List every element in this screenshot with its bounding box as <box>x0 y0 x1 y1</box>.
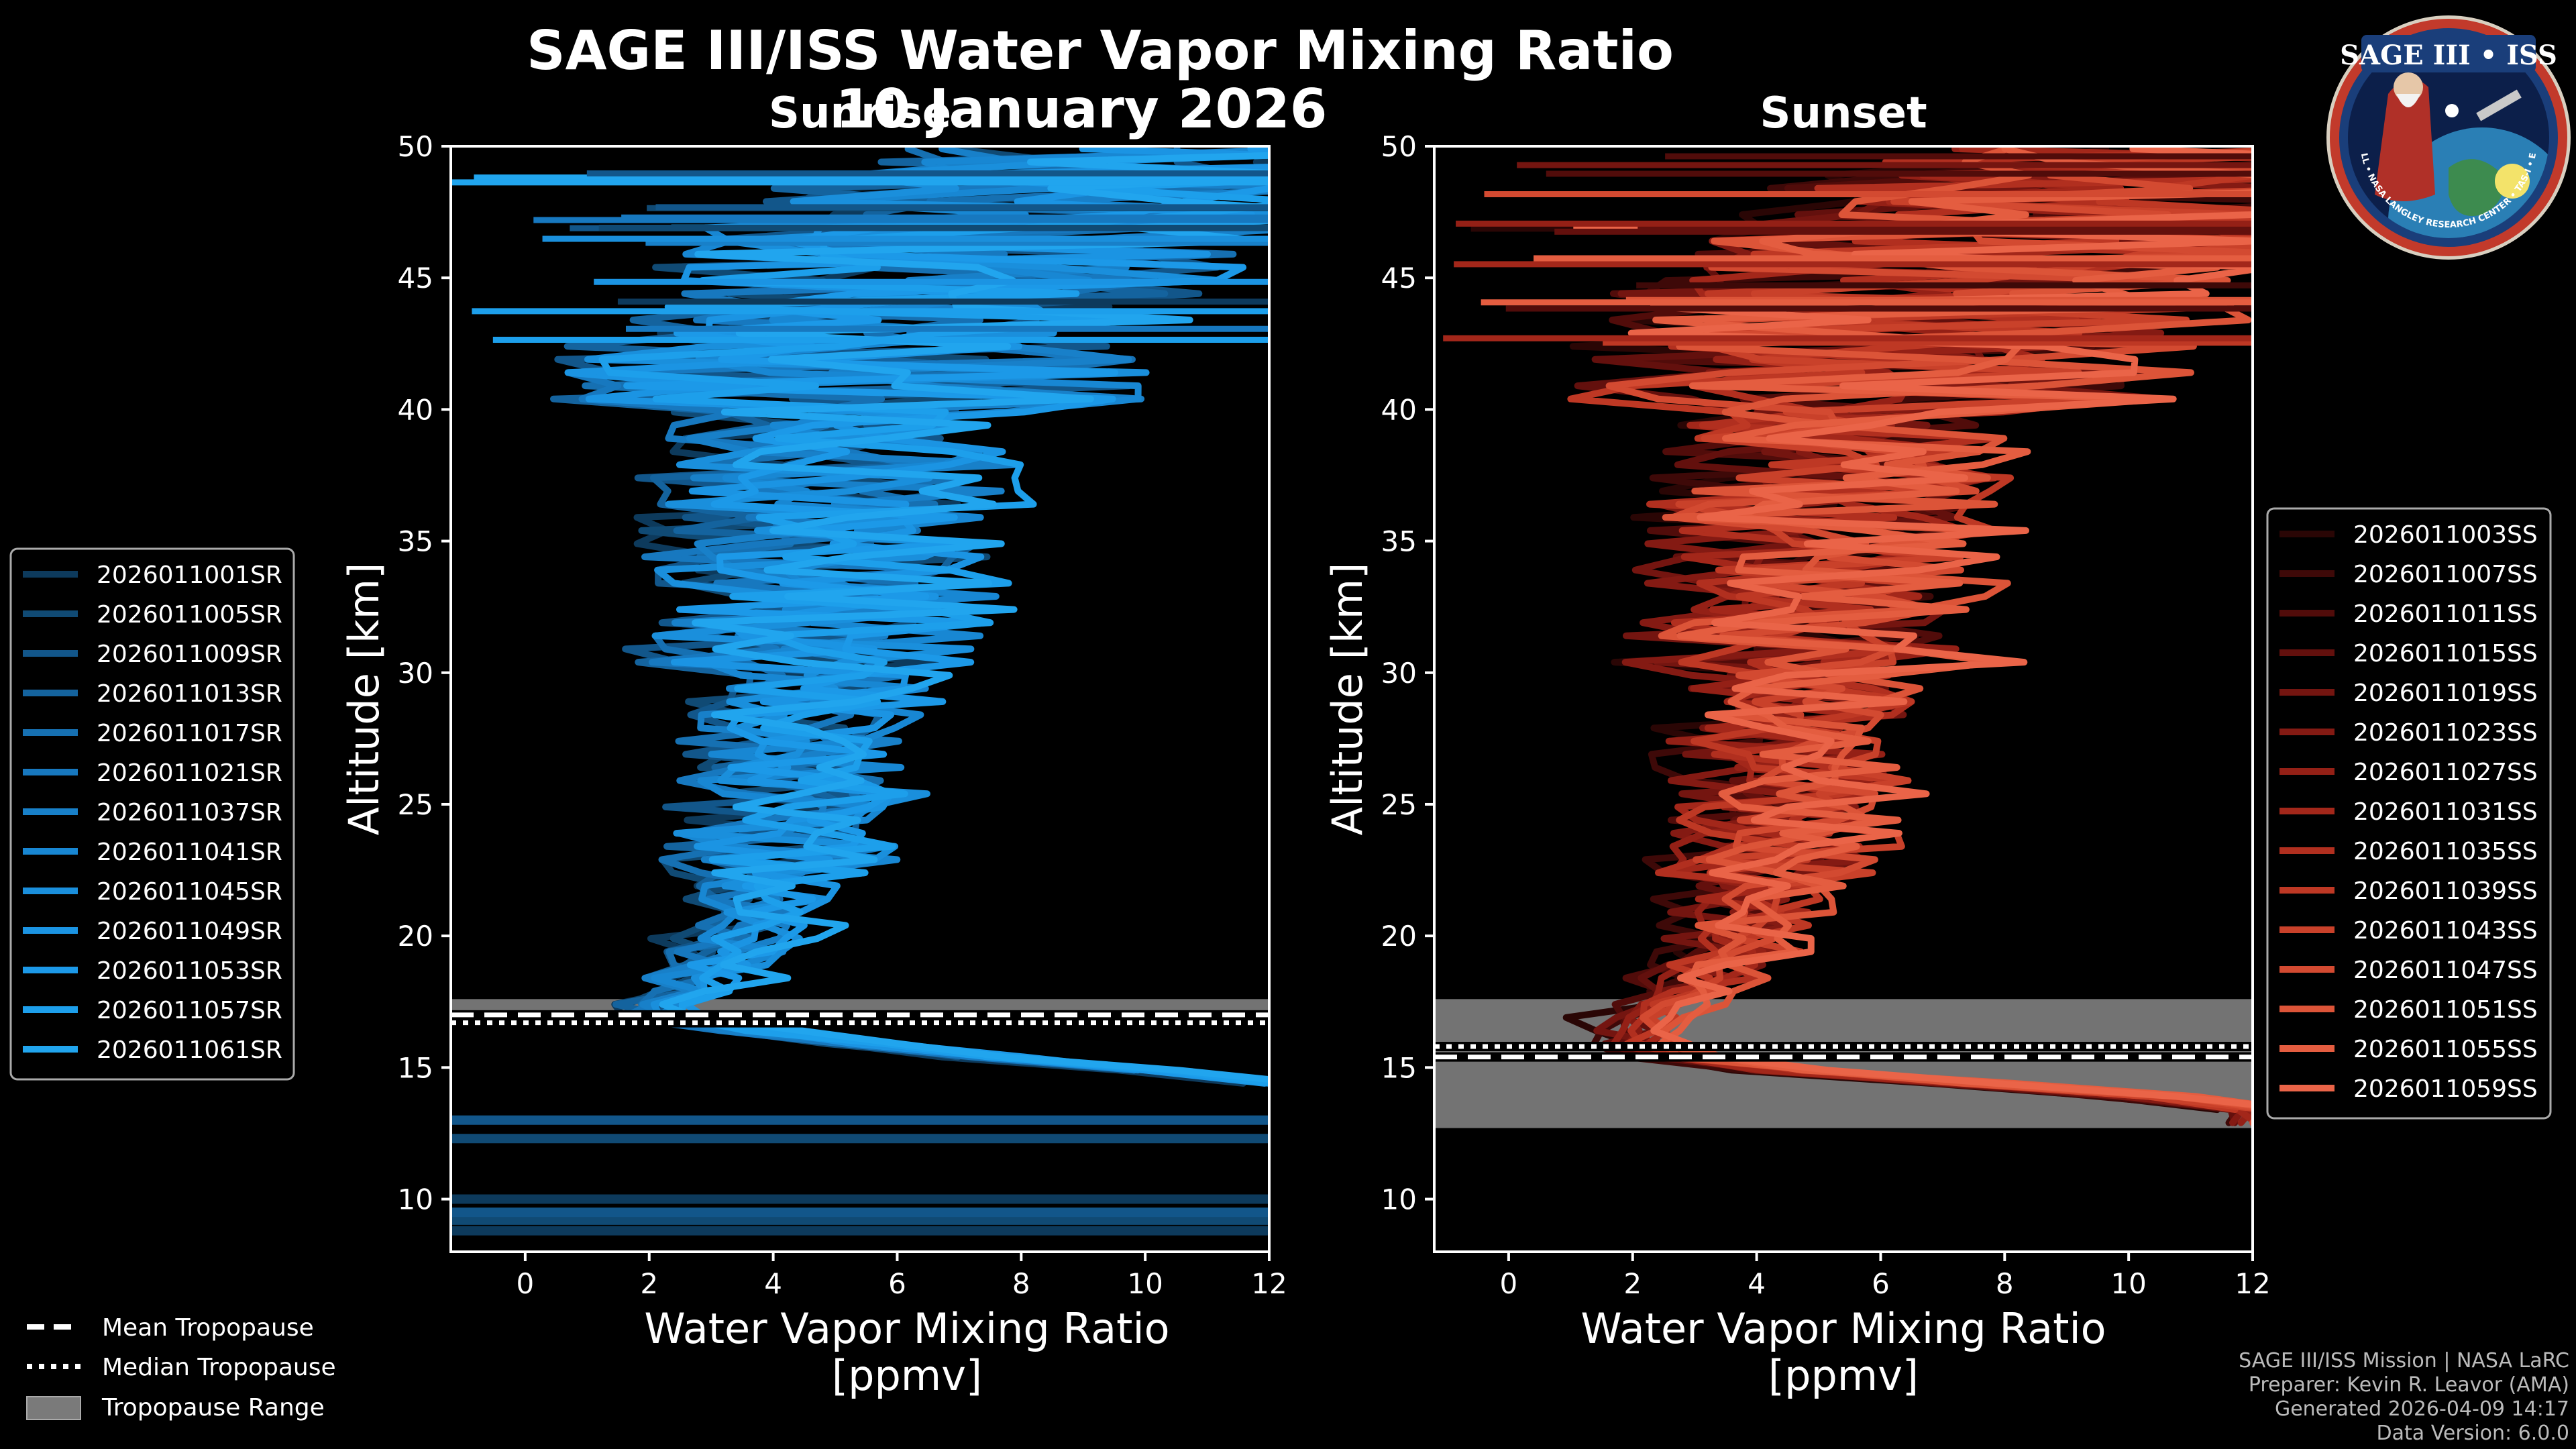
sunset-xtick-label: 0 <box>1500 1267 1518 1300</box>
sunset-ytick-label: 35 <box>1381 525 1417 558</box>
sunrise-xtick-label: 8 <box>1012 1267 1030 1300</box>
sunrise-legend-box <box>9 547 295 1081</box>
sunset-legend-label: 2026011051SS <box>2353 996 2538 1024</box>
sunrise-xtick-label: 0 <box>517 1267 535 1300</box>
sunrise-legend-label: 2026011005SR <box>97 601 282 629</box>
sunset-legend-label: 2026011059SS <box>2353 1075 2538 1103</box>
sunrise-xtick-label: 2 <box>640 1267 658 1300</box>
sunset-xtick-label: 8 <box>1996 1267 2014 1300</box>
sunset-ytick-label: 10 <box>1381 1183 1417 1216</box>
sunset-legend-label: 2026011015SS <box>2353 640 2538 667</box>
sunset-ytick-label: 15 <box>1381 1051 1417 1084</box>
sunset-subtitle: Sunset <box>1760 89 1927 138</box>
sunrise-ytick-label: 45 <box>398 262 433 294</box>
sunset-tropopause-range <box>1434 999 2253 1128</box>
logo-star-icon <box>2445 104 2459 117</box>
sunrise-legend-label: 2026011001SR <box>97 561 282 589</box>
logo-title: SAGE III • ISS <box>2340 40 2557 71</box>
sunrise-ytick-label: 50 <box>398 130 433 163</box>
sunset-ytick-label: 30 <box>1381 657 1417 690</box>
sunset-legend-label: 2026011003SS <box>2353 521 2538 549</box>
sunrise-ytick-label: 20 <box>398 920 433 953</box>
sunrise-ytick-label: 10 <box>398 1183 433 1216</box>
sunrise-legend-label: 2026011013SR <box>97 680 282 708</box>
tropopause-legend: Mean Tropopause Median Tropopause Tropop… <box>26 1314 336 1421</box>
sunset-legend-label: 2026011035SS <box>2353 838 2538 865</box>
sunset-xlabel-line2: [ppmv] <box>1768 1351 1919 1400</box>
sunset-legend-label: 2026011019SS <box>2353 680 2538 707</box>
sunrise-legend-label: 2026011037SR <box>97 799 282 826</box>
sunset-plot-frame <box>1433 145 2254 1253</box>
sunrise-xtick-label: 12 <box>1251 1267 1287 1300</box>
sunrise-ytick-label: 40 <box>398 393 433 426</box>
sunset-legend-label: 2026011027SS <box>2353 759 2538 786</box>
sunrise-xtick-label: 6 <box>888 1267 906 1300</box>
sunset-legend-label: 2026011055SS <box>2353 1036 2538 1063</box>
sunrise-legend-label: 2026011045SR <box>97 878 282 906</box>
sunset-legend: 2026011003SS 2026011007SS 2026011011SS 2026… <box>2266 507 2552 1120</box>
sunset-xtick-label: 4 <box>1748 1267 1766 1300</box>
credit-generated: Generated 2026-04-09 14:17 <box>2275 1397 2569 1421</box>
sunset-ylabel: Altitude [km] <box>1323 563 1372 836</box>
sunset-ytick-label: 45 <box>1381 262 1417 294</box>
sunrise-legend-label: 2026011009SR <box>97 641 282 668</box>
credits: SAGE III/ISS Mission | NASA LaRC Prepare… <box>2239 1349 2569 1445</box>
sunrise-legend-label: 2026011057SR <box>97 997 282 1024</box>
sunrise-ytick-label: 35 <box>398 525 433 558</box>
sunset-ytick-label: 50 <box>1381 130 1417 163</box>
tropopause-range-swatch <box>26 1396 81 1420</box>
sunrise-ytick-label: 15 <box>398 1051 433 1084</box>
chart-date: 10 January 2026 <box>836 78 1328 140</box>
logo-earth <box>2388 127 2549 238</box>
mean-tropopause-label: Mean Tropopause <box>102 1314 314 1342</box>
sunset-legend-label: 2026011007SS <box>2353 561 2538 588</box>
sunrise-xtick-label: 4 <box>764 1267 782 1300</box>
sunrise-plot-frame <box>449 145 1271 1253</box>
sunrise-xlabel-line1: Water Vapor Mixing Ratio <box>644 1304 1169 1353</box>
sunset-legend-box <box>2266 507 2552 1120</box>
sunset-legend-label: 2026011023SS <box>2353 719 2538 747</box>
sunrise-legend-label: 2026011041SR <box>97 839 282 866</box>
sunrise-legend-label: 2026011061SR <box>97 1036 282 1064</box>
sunset-profile-2026011059SS <box>1627 146 2253 1108</box>
sunset-xtick-label: 10 <box>2110 1267 2146 1300</box>
sunset-legend-label: 2026011011SS <box>2353 600 2538 628</box>
sunset-legend-label: 2026011043SS <box>2353 917 2538 945</box>
chart-title: SAGE III/ISS Water Vapor Mixing Ratio <box>527 19 1674 82</box>
sunrise-xlabel-line2: [ppmv] <box>832 1351 982 1400</box>
sunrise-panel: 0 2 4 6 8 10 12 10 15 20 25 30 35 40 45 50 Water Vapor … <box>339 130 1287 1400</box>
sunset-xtick-label: 2 <box>1623 1267 1642 1300</box>
sunrise-legend-label: 2026011017SR <box>97 720 282 747</box>
sunrise-legend-label: 2026011049SR <box>97 918 282 945</box>
sunset-legend-label: 2026011031SS <box>2353 798 2538 826</box>
logo-iss-icon <box>2476 89 2522 121</box>
sunrise-legend-label: 2026011053SR <box>97 957 282 985</box>
sunset-legend-label: 2026011047SS <box>2353 957 2538 984</box>
sunrise-subtitle: Sunrise <box>769 89 951 138</box>
sunset-ytick-label: 25 <box>1381 788 1417 821</box>
sunrise-ylabel: Altitude [km] <box>339 563 388 836</box>
sunset-xtick-label: 12 <box>2235 1267 2270 1300</box>
sunrise-legend-label: 2026011021SR <box>97 759 282 787</box>
sunset-panel: 0 2 4 6 8 10 12 10 15 20 25 30 35 40 45 50 Water Vapor … <box>1323 130 2271 1400</box>
sunset-legend-label: 2026011039SS <box>2353 877 2538 905</box>
sunset-ytick-label: 40 <box>1381 393 1417 426</box>
sunset-xtick-label: 6 <box>1872 1267 1890 1300</box>
logo-sun-icon <box>2495 164 2530 199</box>
sunset-xlabel-line1: Water Vapor Mixing Ratio <box>1580 1304 2106 1353</box>
sunrise-ytick-label: 25 <box>398 788 433 821</box>
sunset-ytick-label: 20 <box>1381 920 1417 953</box>
logo-figure-robe <box>2375 78 2435 201</box>
median-tropopause-label: Median Tropopause <box>102 1354 336 1381</box>
credit-mission: SAGE III/ISS Mission | NASA LaRC <box>2239 1349 2569 1373</box>
credit-data-version: Data Version: 6.0.0 <box>2377 1421 2569 1445</box>
sunrise-ytick-label: 30 <box>398 657 433 690</box>
sunrise-legend: 2026011001SR 2026011005SR 2026011009SR 2026… <box>9 547 295 1081</box>
credit-preparer: Preparer: Kevin R. Leavor (AMA) <box>2249 1373 2569 1397</box>
sunrise-xtick-label: 10 <box>1127 1267 1163 1300</box>
tropopause-range-label: Tropopause Range <box>101 1394 325 1421</box>
